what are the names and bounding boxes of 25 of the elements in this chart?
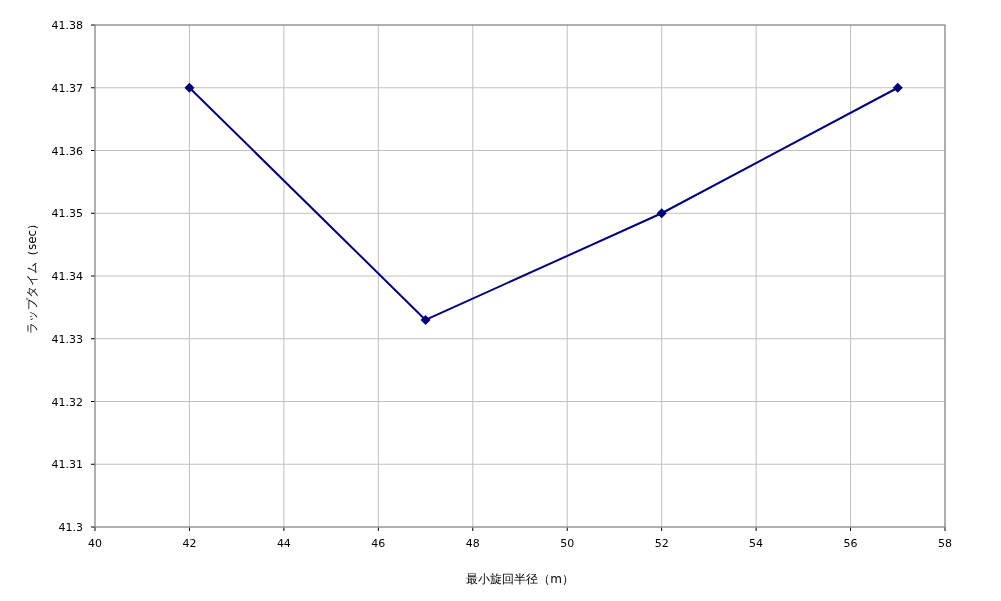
y-axis-title: ラップタイム（sec） xyxy=(25,217,39,335)
point xyxy=(892,82,903,93)
x-tick-label: 52 xyxy=(654,537,669,550)
y-tick-label: 41.3 xyxy=(58,521,83,534)
y-tick-label: 41.31 xyxy=(51,458,83,472)
point xyxy=(184,82,195,93)
y-tick-label: 41.36 xyxy=(51,144,83,158)
y-tick-label: 41.38 xyxy=(51,19,83,32)
y-tick-label: 41.32 xyxy=(51,395,83,409)
point xyxy=(420,314,431,325)
y-tick-label: 41.37 xyxy=(51,81,83,95)
x-tick-label: 46 xyxy=(371,537,386,550)
point xyxy=(656,208,667,219)
y-tick-label: 41.33 xyxy=(51,332,83,346)
y-tick-label: 41.34 xyxy=(51,270,83,283)
x-tick-label: 54 xyxy=(749,537,764,550)
x-tick-label: 56 xyxy=(843,537,858,550)
x-tick-label: 50 xyxy=(560,537,575,550)
x-tick-label: 48 xyxy=(465,537,480,550)
y-tick-label: 41.35 xyxy=(51,207,83,221)
x-axis-title: 最小旋回半径（m） xyxy=(466,572,574,586)
x-tick-label: 58 xyxy=(938,537,952,550)
x-tick-label: 44 xyxy=(276,537,291,550)
x-tick-label: 42 xyxy=(182,537,197,550)
x-tick-label: 40 xyxy=(88,537,102,550)
